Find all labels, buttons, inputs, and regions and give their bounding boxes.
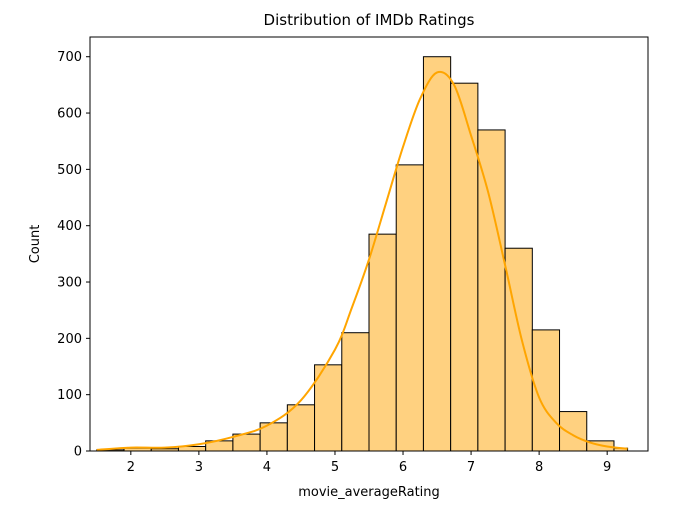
x-tick-label: 7 [467,460,475,475]
x-axis-label: movie_averageRating [298,485,440,500]
kde-layer [96,70,628,451]
histogram-bar [395,164,424,452]
kde-line [96,70,628,451]
histogram-bar [341,332,370,452]
x-tick-label: 3 [195,460,203,475]
chart-title: Distribution of IMDb Ratings [264,11,475,29]
y-tick-label: 400 [57,219,82,234]
plot-frame [89,36,649,452]
histogram-bar [559,411,588,452]
histogram-bar [286,404,316,452]
y-tick-label: 700 [57,50,82,65]
y-tick-label: 200 [57,332,82,347]
histogram-bar [368,233,397,452]
y-axis-label: Count [28,225,43,264]
x-tick-label: 8 [535,460,543,475]
histogram-bar [450,82,479,452]
axes-layer: 2 3 4 5 6 7 8 9 0 100 200 300 400 500 600 700 [57,36,649,475]
histogram-bar [477,129,506,452]
x-tick-label: 6 [399,460,407,475]
histogram-bar [504,247,533,452]
histogram-bar [314,364,343,452]
x-tick-label: 5 [331,460,339,475]
x-tick-label: 2 [127,460,135,475]
y-tick-label: 500 [57,163,82,178]
x-tick-label: 4 [263,460,271,475]
x-tick-label: 9 [603,460,611,475]
histogram-bar [422,56,452,452]
y-tick-label: 100 [57,388,82,403]
y-tick-label: 300 [57,276,82,291]
y-tick-label: 0 [74,445,82,460]
y-tick-label: 600 [57,107,82,122]
